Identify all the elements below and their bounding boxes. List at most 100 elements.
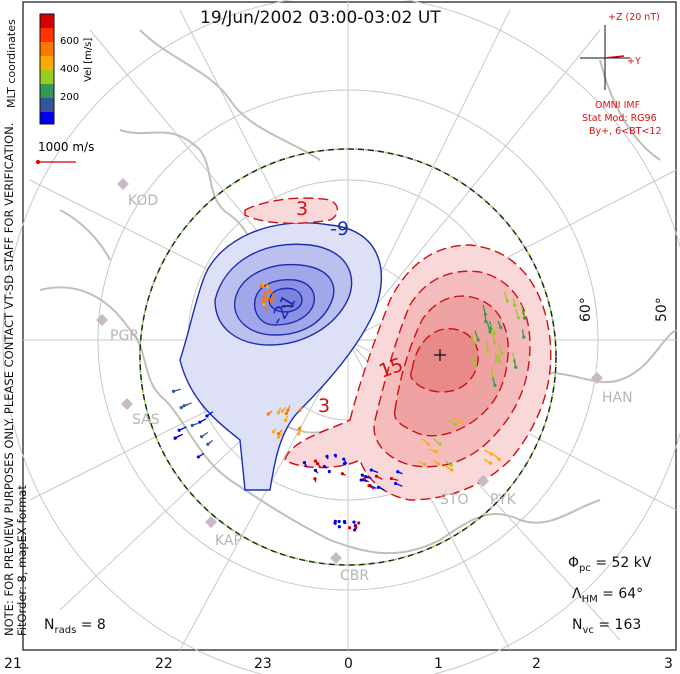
velocity-vector-origin [354,525,358,530]
velocity-vector-origin [352,520,356,524]
velocity-vector-origin [313,459,318,463]
plot-frame [22,1,677,651]
mlt-label: MLT coordinates [5,19,18,108]
velocity-vector-origin [179,406,183,410]
velocity-vector-origin [333,521,337,525]
velocity-vector-origin [322,464,326,469]
preview-note: NOTE: FOR PREVIEW PURPOSES ONLY. PLEASE … [2,122,16,636]
velocity-vector-origin [369,468,373,472]
hm-boundary-latitude: ΛHM = 64° [572,586,644,605]
velocity-vector-origin [276,411,280,415]
negative-potential-cell [179,222,383,491]
hm-boundary [139,148,557,566]
vector-count: Nvc = 163 [572,617,642,636]
imf-model: Stat Mod: RG96 [582,113,657,124]
scale-vector [36,160,76,164]
velocity-vector-origin [493,383,497,387]
velocity-vector-origin [459,420,463,424]
velocity-vector-origin [514,365,518,369]
velocity-vector-origin [423,462,427,467]
cross-polar-potential: Φpc = 52 kV [568,555,652,574]
station-kap: KAP [215,533,242,549]
velocity-vector-origin [266,412,270,416]
velocity-vector-origin [449,463,453,467]
mlt-tick-22: 22 [155,656,173,672]
station-sas: SAS [132,412,160,428]
velocity-vector-origin [342,457,346,461]
velocity-vector-origin [259,284,263,288]
velocity-vector [486,322,491,332]
velocity-vector-origin [297,432,301,436]
mlt-tick-2: 2 [532,656,541,672]
velocity-vector [490,323,495,334]
velocity-vector-origin [357,521,361,525]
velocity-vector-origin [261,297,266,301]
station-kod: KOD [128,193,159,209]
velocity-vector-origin [284,411,288,416]
velocity-vector-origin [342,462,347,466]
colorbar-tick-600: 600 [60,36,80,47]
imf-source: OMNI IMF [595,100,641,111]
velocity-vector-origin [486,349,490,354]
velocity-vector-origin [472,341,476,346]
colorbar [39,13,55,125]
velocity-vector-origin [437,462,441,466]
station-han: HAN [602,390,633,406]
station-sto: STO [440,492,469,508]
velocity-vector-origin [190,423,194,427]
velocity-vector [474,330,479,341]
velocity-vector-origin [265,307,269,311]
velocity-vector-origin [347,526,352,530]
velocity-vector-origin [342,519,347,524]
velocity-vectors [171,282,527,532]
velocity-vector-origin [284,418,288,422]
velocity-vector-origin [182,404,186,408]
velocity-vector-origin [262,302,266,307]
mlt-tick-1: 1 [434,656,443,672]
velocity-vector-origin [297,427,301,431]
imf-dial [580,25,630,90]
station-pgr: PGR [110,328,140,344]
imf-y-label: +Y [627,56,641,67]
velocity-vector-origin [450,468,454,472]
velocity-vector-origin [265,297,269,301]
velocity-vector-origin [196,455,200,459]
velocity-vector-origin [333,453,337,457]
velocity-vector-origin [389,476,394,481]
velocity-vector-origin [394,481,398,486]
mlt-tick-0: 0 [344,656,353,672]
velocity-vector-origin [522,335,526,339]
velocity-vector-origin [198,420,202,424]
velocity-vector-origin [516,316,521,320]
velocity-vector-origin [265,285,270,289]
velocity-vector-origin [271,430,276,434]
velocity-vector-origin [484,319,488,324]
contour-label-neg9: -9 [330,218,349,240]
mlt-tick-3: 3 [664,656,673,672]
imf-z-label: +Z (20 nT) [608,12,660,23]
lat-50-label: 50° [654,297,670,322]
velocity-vector-origin [200,435,204,439]
velocity-vector-origin [280,409,284,413]
velocity-vector-origin [327,469,331,474]
velocity-vector-origin [171,389,176,393]
velocity-vector-origin [276,435,281,439]
velocity-vector-origin [177,428,181,432]
radar-count: Nrads = 8 [44,617,106,636]
velocity-vector-origin [513,303,517,307]
velocity-vector-origin [325,454,329,458]
mlt-tick-21: 21 [4,656,22,672]
velocity-vector-origin [337,519,341,524]
colorbar-tick-200: 200 [60,92,80,103]
velocity-vector-origin [271,295,275,299]
contour-label-neg-min: - [280,295,287,317]
velocity-vector-origin [438,442,442,446]
velocity-vector-origin [497,457,501,462]
velocity-vector-origin [269,299,273,303]
velocity-vector-origin [505,299,509,303]
velocity-vector-origin [523,316,527,320]
velocity-vector-origin [488,461,493,465]
velocity-vector [470,332,475,344]
velocity-vector-origin [263,292,267,296]
plot-title: 19/Jun/2002 03:00-03:02 UT [200,8,441,28]
